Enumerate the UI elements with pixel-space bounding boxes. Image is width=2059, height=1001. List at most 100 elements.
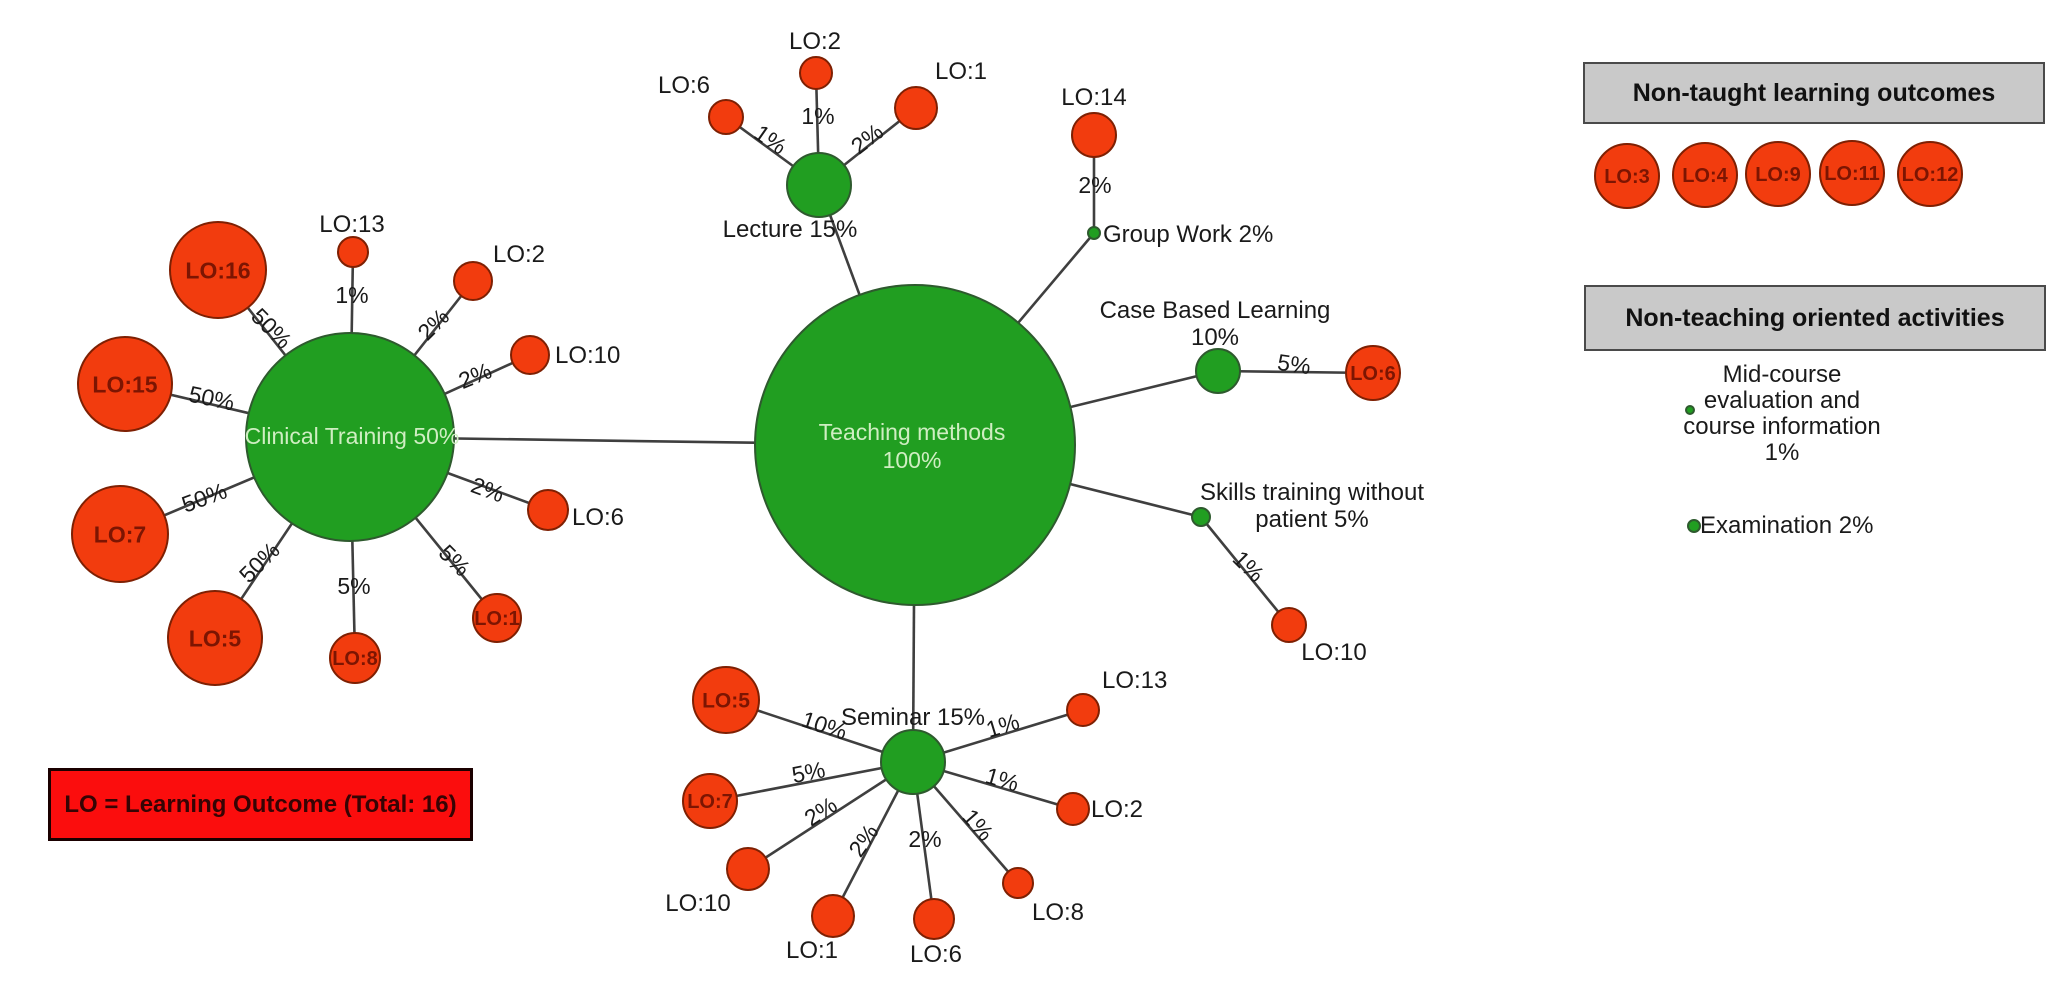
non-taught-label-lo-9: LO:9 <box>1755 164 1801 186</box>
pct-label-clinical-training-lo-16: 50% <box>246 303 297 354</box>
node-label-clinical-training-lo-10: LO:10 <box>555 342 620 369</box>
node-label-skills-training-lo-10: LO:10 <box>1301 639 1366 666</box>
hub-label-lecture: Lecture 15% <box>723 216 858 243</box>
activity-label-0: 1% <box>1765 439 1800 466</box>
node-seminar-lo-1 <box>811 894 855 938</box>
non-taught-node-lo-11 <box>1819 140 1885 206</box>
hub-label-case-based-learning: Case Based Learning <box>1100 297 1331 324</box>
hub-lecture <box>786 152 852 218</box>
edge-seminar-lo-7 <box>709 760 914 803</box>
pct-label-clinical-training-lo-15: 50% <box>186 381 236 416</box>
non-taught-node-lo-4 <box>1672 142 1738 208</box>
pct-label-seminar-lo-1: 2% <box>843 819 883 861</box>
node-seminar-lo-7 <box>682 773 738 829</box>
node-seminar-lo-6 <box>913 898 955 940</box>
pct-label-seminar-lo-6: 2% <box>908 826 941 852</box>
node-clinical-training-lo-16 <box>169 221 267 319</box>
activity-label-0: evaluation and <box>1704 387 1860 414</box>
node-clinical-training-lo-5 <box>167 590 263 686</box>
non-teaching-activities-header: Non-teaching oriented activities <box>1584 285 2046 351</box>
hub-label-group-work: Group Work 2% <box>1103 221 1273 248</box>
pct-label-lecture-lo-1: 2% <box>846 118 888 159</box>
node-clinical-training-lo-7 <box>71 485 169 583</box>
non-taught-label-lo-12: LO:12 <box>1902 164 1959 186</box>
hub-seminar <box>880 729 946 795</box>
pct-label-clinical-training-lo-2: 2% <box>412 303 454 345</box>
node-lecture-lo-1 <box>894 86 938 130</box>
node-lecture-lo-6 <box>708 99 744 135</box>
hub-label-seminar: Seminar 15% <box>841 704 985 731</box>
node-label-seminar-lo-7: LO:7 <box>687 791 733 813</box>
node-label-lecture-lo-1: LO:1 <box>935 58 987 85</box>
hub-case-based-learning <box>1195 348 1241 394</box>
pct-label-seminar-lo-2: 1% <box>983 762 1022 796</box>
node-label-seminar-lo-1: LO:1 <box>786 937 838 964</box>
node-lecture-lo-2 <box>799 56 833 90</box>
node-label-clinical-training-lo-16: LO:16 <box>185 257 250 283</box>
activity-label-1: Examination 2% <box>1700 512 1873 539</box>
node-group-work-lo-14 <box>1071 112 1117 158</box>
pct-label-seminar-lo-13: 1% <box>983 708 1022 743</box>
edge-skills-training-lo-10 <box>1199 516 1291 626</box>
legend-text: LO = Learning Outcome (Total: 16) <box>64 790 457 818</box>
node-label-clinical-training-lo-7: LO:7 <box>94 521 146 547</box>
node-label-group-work-lo-14: LO:14 <box>1061 84 1126 111</box>
pct-label-skills-training-lo-10: 1% <box>1228 545 1270 587</box>
non-taught-label-lo-4: LO:4 <box>1682 165 1728 187</box>
activity-label-0: Mid-course <box>1723 361 1842 388</box>
node-label-clinical-training-lo-13: LO:13 <box>319 211 384 238</box>
node-label-clinical-training-lo-5: LO:5 <box>189 625 242 651</box>
node-skills-training-lo-10 <box>1271 607 1307 643</box>
node-seminar-lo-13 <box>1066 693 1100 727</box>
activity-dot-1 <box>1687 519 1701 533</box>
node-clinical-training-lo-8 <box>329 632 381 684</box>
pct-label-lecture-lo-2: 1% <box>801 103 834 129</box>
node-label-clinical-training-lo-6: LO:6 <box>572 504 624 531</box>
node-label-clinical-training-lo-8: LO:8 <box>332 648 378 670</box>
hub-clinical-training <box>245 332 455 542</box>
legend-box: LO = Learning Outcome (Total: 16) <box>48 768 473 841</box>
node-label-seminar-lo-8: LO:8 <box>1032 899 1084 926</box>
hub-label-clinical-training: Clinical Training 50% <box>245 423 460 449</box>
non-taught-label-lo-3: LO:3 <box>1604 166 1650 188</box>
activity-dot-0 <box>1685 405 1695 415</box>
pct-label-clinical-training-lo-13: 1% <box>335 282 368 308</box>
hub-label-skills-training: patient 5% <box>1255 506 1368 533</box>
pct-label-lecture-lo-6: 1% <box>750 119 792 159</box>
non-taught-label-lo-11: LO:11 <box>1824 163 1880 185</box>
pct-label-group-work-lo-14: 2% <box>1078 172 1111 198</box>
hub-label-case-based-learning: 10% <box>1191 324 1239 351</box>
non-taught-node-lo-9 <box>1745 141 1811 207</box>
non-taught-outcomes-title: Non-taught learning outcomes <box>1632 78 1996 107</box>
node-case-based-learning-lo-6 <box>1345 345 1401 401</box>
pct-label-clinical-training-lo-7: 50% <box>178 477 230 517</box>
node-seminar-lo-5 <box>692 666 760 734</box>
pct-label-seminar-lo-10: 2% <box>800 791 842 831</box>
hub-label-skills-training: Skills training without <box>1200 479 1424 506</box>
node-label-lecture-lo-2: LO:2 <box>789 28 841 55</box>
node-label-clinical-training-lo-15: LO:15 <box>92 371 157 397</box>
hub-teaching-methods <box>754 284 1076 606</box>
pct-label-case-based-learning-lo-6: 5% <box>1276 349 1313 379</box>
activity-label-0: course information <box>1683 413 1880 440</box>
node-label-seminar-lo-13: LO:13 <box>1102 667 1167 694</box>
node-label-lecture-lo-6: LO:6 <box>658 72 710 99</box>
node-clinical-training-lo-13 <box>337 236 369 268</box>
hub-skills-training <box>1191 507 1211 527</box>
non-teaching-activities-title: Non-teaching oriented activities <box>1625 303 2005 332</box>
hub-label-teaching-methods: Teaching methods <box>819 419 1006 445</box>
node-label-clinical-training-lo-2: LO:2 <box>493 241 545 268</box>
node-label-clinical-training-lo-1: LO:1 <box>474 608 520 630</box>
node-clinical-training-lo-1 <box>472 593 522 643</box>
pct-label-seminar-lo-7: 5% <box>790 756 828 788</box>
node-label-seminar-lo-5: LO:5 <box>702 690 750 713</box>
node-clinical-training-lo-2 <box>453 261 493 301</box>
node-label-seminar-lo-2: LO:2 <box>1091 796 1143 823</box>
node-label-seminar-lo-6: LO:6 <box>910 941 962 968</box>
pct-label-clinical-training-lo-6: 2% <box>468 472 508 508</box>
node-clinical-training-lo-10 <box>510 335 550 375</box>
non-taught-outcomes-header: Non-taught learning outcomes <box>1583 62 2045 124</box>
pct-label-clinical-training-lo-8: 5% <box>337 573 370 599</box>
node-seminar-lo-8 <box>1002 867 1034 899</box>
